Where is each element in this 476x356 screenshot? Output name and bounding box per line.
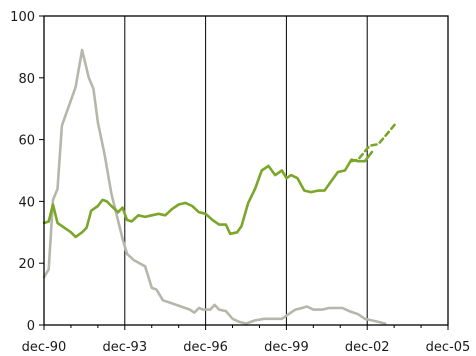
vertical-grid [124, 16, 368, 325]
x-tick-label: dec-02 [345, 340, 390, 355]
plot-frame [43, 15, 449, 326]
y-tick-label: 40 [18, 195, 35, 210]
x-tick-label: dec-93 [102, 340, 147, 355]
axis-ticks [39, 15, 449, 330]
x-tick-label: dec-90 [22, 340, 67, 355]
y-tick-label: 100 [10, 10, 35, 25]
x-tick-label: dec-99 [264, 340, 309, 355]
x-tick-label: dec-96 [183, 340, 228, 355]
series-line-1 [42, 48, 387, 325]
series-line-3 [350, 121, 398, 163]
y-tick-label: 0 [27, 319, 35, 334]
y-tick-label: 60 [18, 134, 35, 149]
y-tick-label: 80 [18, 72, 35, 87]
tick-labels: dec-90 dec-93 dec-96 dec-99 dec-02 dec-05 0 20 4… [10, 10, 470, 355]
series-lines [42, 48, 398, 325]
x-tick-label: dec-05 [426, 340, 471, 355]
y-tick-label: 20 [18, 257, 35, 272]
series-line-2 [42, 150, 374, 239]
